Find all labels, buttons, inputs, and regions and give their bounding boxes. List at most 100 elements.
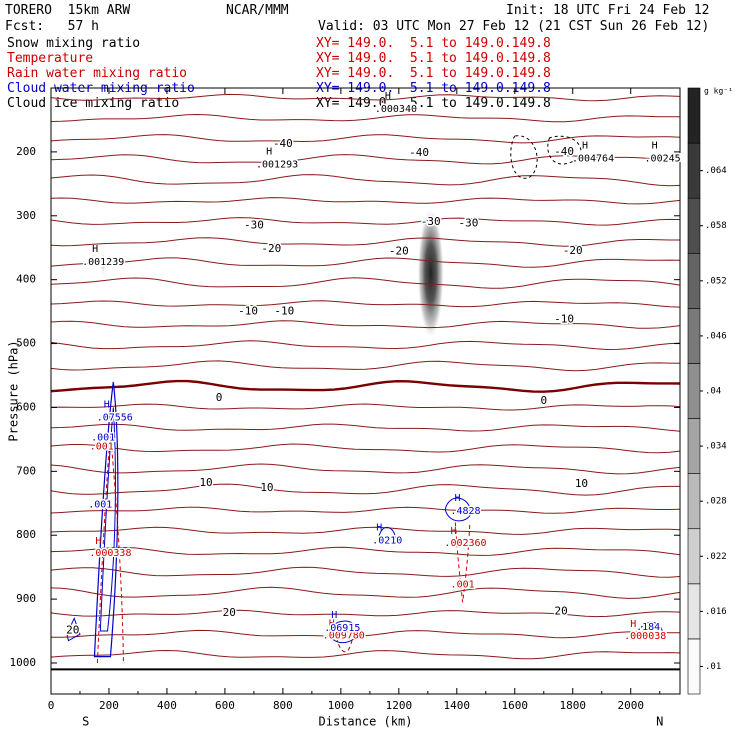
temperature-contour-line xyxy=(50,403,681,411)
y-tick-label: 700 xyxy=(16,464,36,477)
legend-xy-temperature: XY= 149.0. 5.1 to 149.0.149.8 xyxy=(316,51,551,66)
cloud-water-max-label: .07556 xyxy=(97,413,133,424)
colorbar-tick-label: .052 xyxy=(705,276,727,286)
ice-shading-0 xyxy=(417,209,444,338)
south-end-label: S xyxy=(82,715,89,729)
legend-label-snow: Snow mixing ratio xyxy=(7,36,141,51)
snow-max-marker: H xyxy=(92,244,98,255)
y-tick-label: 500 xyxy=(16,337,36,350)
x-axis-title: Distance (km) xyxy=(319,715,413,729)
y-tick-label: 900 xyxy=(16,592,36,605)
colorbar-segment xyxy=(687,473,701,530)
forecast-hour: Fcst: 57 h xyxy=(5,19,99,34)
colorbar-tick-label: .034 xyxy=(705,442,727,452)
cloud-water-max-marker: H xyxy=(104,400,110,411)
cloud-water-max-marker: H xyxy=(454,493,460,504)
temperature-label: 10 xyxy=(575,477,588,490)
temperature-contours xyxy=(50,93,681,671)
colorbar-segment xyxy=(687,142,701,199)
snow-max-marker: H xyxy=(582,140,588,151)
temperature-contour-line xyxy=(50,300,681,308)
rain-max-marker: H xyxy=(329,619,335,630)
x-tick-label: 1400 xyxy=(444,699,471,712)
colorbar-tick-label: .058 xyxy=(705,221,727,231)
snow-contour-2 xyxy=(547,135,582,165)
cloud-water-max-label: .4828 xyxy=(450,506,480,517)
temperature-label: -10 xyxy=(554,312,574,325)
temperature-contour-line xyxy=(50,463,681,475)
temperature-label: 20 xyxy=(223,606,236,619)
rain-max-label: .009780 xyxy=(323,631,365,642)
temperature-contour-line xyxy=(50,134,681,144)
rain-max-label: .001 xyxy=(90,441,114,452)
colorbar-segment xyxy=(687,87,701,144)
x-tick-label: 600 xyxy=(215,699,235,712)
temperature-label: -40 xyxy=(273,137,293,150)
cloud-water-contour-1000 xyxy=(328,620,359,644)
annotations: -40 -40 -40 -30 -30 -30 -20 -20 -20 -10 -10 -10 0 0 10… xyxy=(65,91,683,644)
cloud-water-contour xyxy=(93,381,119,658)
y-tick-label: 600 xyxy=(16,400,36,413)
temperature-contour-line xyxy=(50,113,681,123)
cloud-ice-shading xyxy=(100,209,444,338)
snow-max-label: .004764 xyxy=(572,153,614,164)
colorbar-tick-label: .01 xyxy=(705,662,721,672)
y-axis-title: Pressure (hPa) xyxy=(7,340,21,441)
colorbar-segment xyxy=(687,418,701,474)
temperature-contour-line xyxy=(50,93,681,102)
cloud-water-contour-1400 xyxy=(444,497,472,522)
x-tick-label: 0 xyxy=(48,699,55,712)
colorbar-tick-label: .028 xyxy=(705,497,727,507)
x-tick-label: 2000 xyxy=(617,699,644,712)
temperature-contour-line xyxy=(50,257,681,268)
rain-contour-1000 xyxy=(336,637,353,653)
legend-xy-rain: XY= 149.0. 5.1 to 149.0.149.8 xyxy=(316,66,551,81)
colorbar-segment xyxy=(687,308,701,364)
snow-max-marker: H xyxy=(385,91,391,102)
x-tick-label: 1000 xyxy=(328,699,355,712)
temperature-label: -10 xyxy=(274,305,294,318)
x-tick-label: 1200 xyxy=(386,699,413,712)
valid-time: Valid: 03 UTC Mon 27 Feb 12 (21 CST Sun … xyxy=(318,19,710,34)
cloud-water-max-label: .001 xyxy=(91,432,115,443)
rain-max-marker: H xyxy=(95,536,101,547)
temperature-contour-line xyxy=(50,360,681,372)
cloud-water-max-marker: H xyxy=(331,610,337,621)
model-title: TORERO 15km ARW xyxy=(5,3,131,18)
rain-max-label: .002360 xyxy=(444,538,486,549)
y-tick-label: 400 xyxy=(16,273,36,286)
colorbar-segment xyxy=(687,583,701,640)
temperature-contour-line xyxy=(50,506,681,514)
snow-max-marker: H xyxy=(266,147,272,158)
rain-max-marker: H xyxy=(630,619,636,630)
rain-max-label: .000038 xyxy=(624,631,666,642)
x-tick-label: 800 xyxy=(273,699,293,712)
temperature-contour-line xyxy=(50,154,681,165)
legend-label-temperature: Temperature xyxy=(7,51,94,66)
legend-label-rain: Rain water mixing ratio xyxy=(7,66,188,81)
temperature-contour-line xyxy=(50,277,681,289)
temperature-contour-line xyxy=(50,609,681,618)
temperature-label: 0 xyxy=(216,391,223,404)
snow-max-label: .00245 xyxy=(645,153,681,164)
temperature-label: 10 xyxy=(199,476,212,489)
temperature-contour-line xyxy=(50,566,681,578)
temperature-label: -20 xyxy=(389,245,409,258)
temperature-contour-line xyxy=(50,237,680,247)
rain-max-label: .000338 xyxy=(89,548,131,559)
x-tick-label: 200 xyxy=(99,699,119,712)
temperature-contour-line xyxy=(50,546,681,556)
temperature-label: 10 xyxy=(260,481,273,494)
temperature-label: -30 xyxy=(244,218,264,231)
temperature-label: -40 xyxy=(554,145,574,158)
legend-label-cloud-ice: Cloud ice mixing ratio xyxy=(7,96,180,111)
rain-contour xyxy=(96,432,124,664)
y-tick-label: 200 xyxy=(16,145,36,158)
snow-max-marker: H xyxy=(652,140,658,151)
colorbar-segment xyxy=(687,197,701,254)
colorbar-segment xyxy=(687,252,701,309)
cloud-water-contour-inner xyxy=(99,407,116,632)
temperature-contour-line xyxy=(50,586,681,599)
north-end-label: N xyxy=(656,715,663,729)
colorbar-segment xyxy=(687,363,701,419)
